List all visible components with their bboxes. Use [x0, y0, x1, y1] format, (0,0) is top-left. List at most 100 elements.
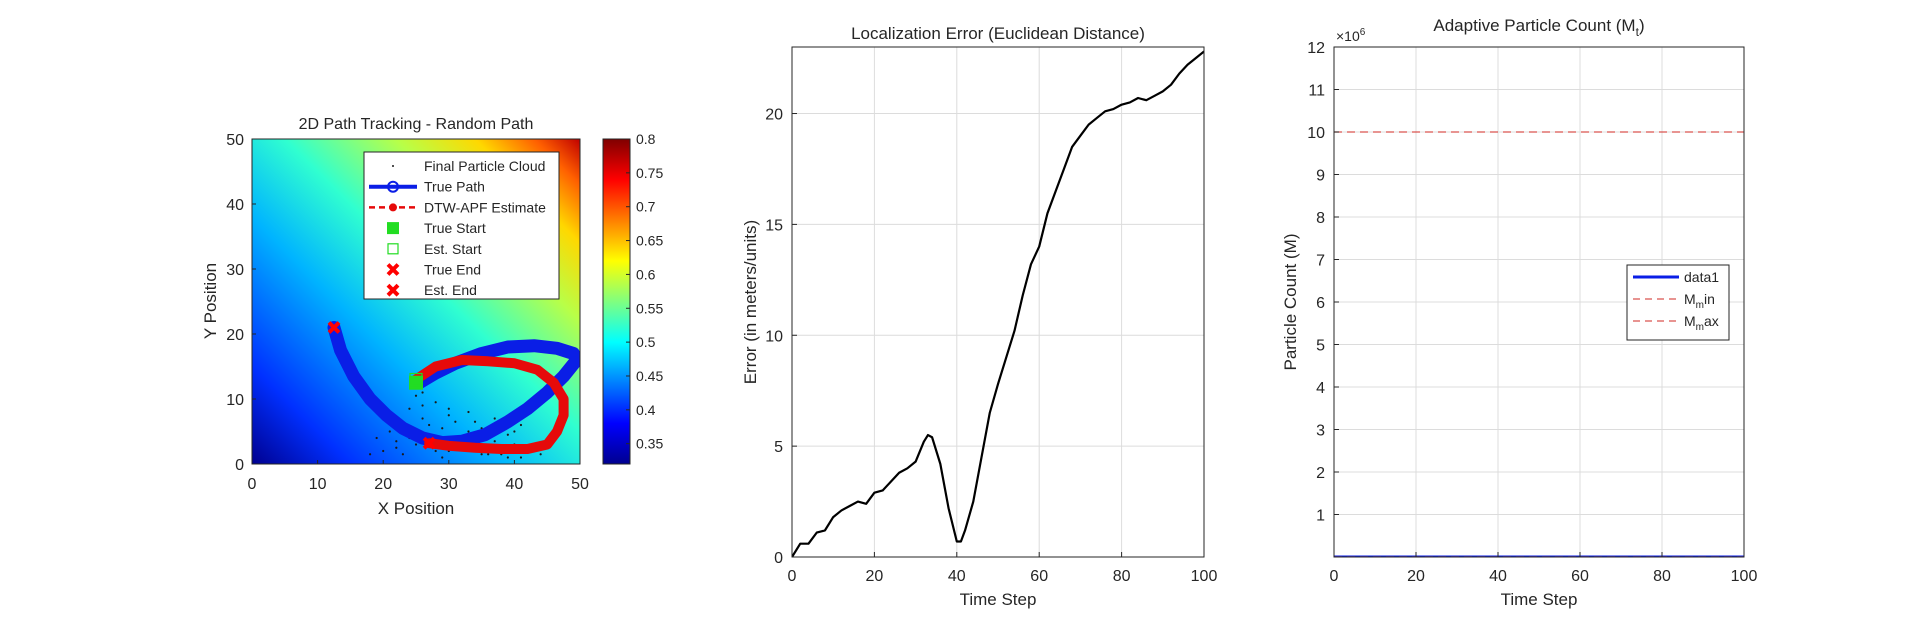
particle-point — [493, 417, 496, 420]
legend-entry: True End — [386, 262, 481, 278]
start-end-markers — [327, 321, 436, 450]
particle-point — [434, 401, 437, 404]
legend: Final Particle Cloud True Path DTW-APF Est… — [363, 151, 560, 300]
y-tick-label: 10 — [226, 392, 244, 409]
x-axis-label: Time Step — [1501, 590, 1578, 609]
legend-label: True Path — [424, 179, 485, 195]
x-tick-label: 20 — [374, 476, 392, 493]
y-tick-label: 8 — [1316, 210, 1325, 227]
legend-swatch — [387, 243, 399, 255]
particle-point — [428, 423, 431, 427]
particle-point — [395, 440, 398, 443]
colorbar-gradient — [602, 138, 631, 465]
particle-point — [473, 420, 477, 423]
particle-point — [467, 410, 470, 414]
particle-point — [408, 407, 411, 410]
y-tick-label: 40 — [226, 197, 244, 214]
colorbar-tick-label: 0.45 — [636, 368, 663, 384]
legend-entry: data1 — [1633, 269, 1719, 285]
particle-point — [368, 453, 372, 456]
x-tick-label: 0 — [788, 568, 797, 585]
count-lines — [1334, 131, 1744, 557]
chart-title: Adaptive Particle Count (Mt) — [1433, 16, 1644, 39]
legend-label: True End — [424, 262, 481, 278]
x-axis-ticks: 0 20 40 60 80 100 — [1330, 552, 1757, 585]
y-tick-label: 12 — [1307, 40, 1325, 57]
legend-label: Est. Start — [424, 241, 482, 257]
legend-entry: Est. Start — [387, 241, 482, 257]
colorbar-tick-label: 0.55 — [636, 300, 663, 316]
y-tick-label: 5 — [1316, 338, 1325, 355]
chart-title: Localization Error (Euclidean Distance) — [851, 24, 1145, 43]
x-axis-ticks: 0 10 20 30 40 50 — [248, 460, 589, 493]
x-tick-label: 10 — [309, 476, 327, 493]
y-axis-ticks: 0 5 10 15 20 — [765, 107, 797, 567]
x-tick-label: 100 — [1191, 568, 1218, 585]
x-tick-label: 20 — [1407, 568, 1425, 585]
y-tick-label: 3 — [1316, 423, 1325, 440]
colorbar-tick-label: 0.6 — [636, 266, 656, 282]
x-tick-label: 40 — [506, 476, 524, 493]
particle-point — [467, 430, 470, 433]
particle-point — [414, 443, 418, 446]
y-axis-label: Y Position — [201, 263, 220, 339]
y-tick-label: 7 — [1316, 253, 1325, 270]
particle-point — [506, 433, 509, 436]
true-start-marker — [409, 375, 423, 390]
legend-label: Est. End — [424, 282, 477, 298]
x-tick-label: 80 — [1113, 568, 1131, 585]
legend-swatch — [387, 222, 399, 235]
colorbar-tick-label: 0.4 — [636, 402, 656, 418]
legend-entry: DTW-APF Estimate — [369, 199, 546, 215]
colorbar: 0.35 0.4 0.45 0.5 0.55 0.6 0.65 0.7 0.75 0.8 — [602, 131, 663, 465]
particle-point — [480, 453, 483, 456]
y-tick-label: 2 — [1316, 465, 1325, 482]
colorbar-tick-label: 0.75 — [636, 165, 663, 181]
x-axis-label: X Position — [378, 499, 455, 518]
y-tick-label: 10 — [765, 328, 783, 345]
y-axis-ticks: 0 10 20 30 40 50 — [226, 132, 256, 474]
particle-point — [506, 456, 509, 459]
y-tick-label: 11 — [1308, 83, 1325, 100]
particle-point — [421, 391, 424, 394]
particle-point — [434, 449, 437, 453]
x-tick-label: 20 — [866, 568, 884, 585]
y-tick-label: 5 — [774, 439, 783, 456]
y-tick-label: 30 — [226, 262, 244, 279]
path-tracking-chart: 0 10 20 30 40 50 0 10 20 30 40 50 2D Path Tracking… — [201, 116, 663, 518]
y-exponent-label: ×106 — [1336, 27, 1366, 44]
x-tick-label: 0 — [248, 476, 257, 493]
particle-point — [539, 453, 542, 456]
particle-point — [382, 449, 385, 453]
colorbar-tick-label: 0.65 — [636, 233, 663, 249]
colorbar-ticks: 0.35 0.4 0.45 0.5 0.55 0.6 0.65 0.7 0.75 0.8 — [626, 131, 663, 452]
particle-point — [519, 456, 523, 459]
particle-point — [375, 436, 378, 440]
legend-entry: Est. End — [386, 282, 477, 298]
y-tick-label: 1 — [1316, 508, 1325, 525]
particle-point — [513, 430, 516, 433]
legend-label: Mmax — [1684, 313, 1719, 333]
x-tick-label: 80 — [1653, 568, 1671, 585]
x-tick-label: 30 — [440, 476, 458, 493]
y-axis-label: Error (in meters/units) — [741, 220, 760, 384]
x-tick-label: 40 — [948, 568, 966, 585]
y-tick-label: 50 — [226, 132, 244, 149]
particle-point — [388, 430, 391, 433]
particle-point — [414, 394, 418, 397]
legend-label: DTW-APF Estimate — [424, 199, 546, 215]
localization-error-chart: 0 20 40 60 80 100 0 5 10 15 20 Localization Error… — [741, 24, 1217, 609]
legend-label: True Start — [424, 220, 486, 236]
estimate-path-line — [411, 355, 569, 455]
true-end-marker — [327, 321, 341, 334]
colorbar-tick-label: 0.7 — [636, 199, 656, 215]
legend-entry: True Start — [387, 220, 486, 236]
x-axis-ticks: 0 20 40 60 80 100 — [788, 552, 1218, 585]
y-tick-label: 20 — [765, 107, 783, 124]
particle-point — [487, 453, 490, 456]
x-tick-label: 60 — [1571, 568, 1589, 585]
